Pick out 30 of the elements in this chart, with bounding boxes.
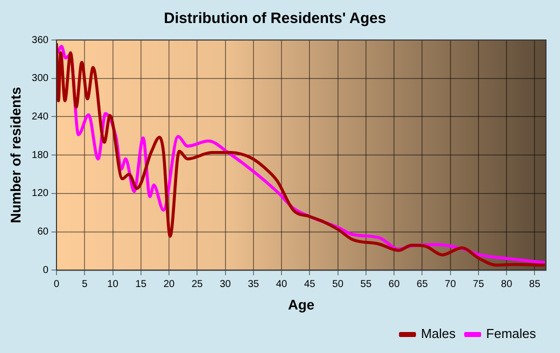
x-tick-label: 55: [360, 278, 372, 290]
y-tick-label: 60: [37, 226, 49, 238]
x-tick-label: 50: [332, 278, 344, 290]
x-tick-label: 70: [444, 278, 456, 290]
legend-label: Females: [486, 326, 536, 342]
x-tick-label: 0: [54, 278, 60, 290]
y-tick-label: 300: [32, 73, 49, 84]
x-tick-label: 75: [472, 278, 484, 290]
x-tick-label: 80: [501, 278, 513, 290]
chart-title: Distribution of Residents' Ages: [164, 10, 386, 28]
y-axis-title: Number of residents: [7, 86, 24, 224]
x-axis-title: Age: [288, 296, 315, 312]
y-tick-label: 0: [42, 264, 49, 276]
y-tick-label: 360: [32, 34, 49, 46]
x-tick-label: 15: [135, 278, 147, 290]
y-tick-label: 240: [32, 111, 49, 122]
x-tick-label: 30: [220, 278, 232, 290]
x-tick-label: 85: [529, 278, 541, 290]
x-tick-label: 35: [248, 278, 260, 290]
x-tick-label: 20: [163, 278, 176, 290]
y-tick-label: 180: [32, 150, 49, 161]
y-tick-label: 120: [32, 188, 49, 200]
x-tick-label: 65: [416, 278, 428, 290]
x-tick-label: 25: [192, 278, 204, 290]
x-tick-label: 40: [276, 278, 288, 290]
x-tick-label: 5: [82, 278, 88, 290]
x-tick-label: 45: [304, 278, 316, 290]
x-tick-label: 10: [107, 278, 119, 290]
x-tick-label: 60: [388, 278, 400, 290]
legend-label: Males: [420, 326, 456, 342]
